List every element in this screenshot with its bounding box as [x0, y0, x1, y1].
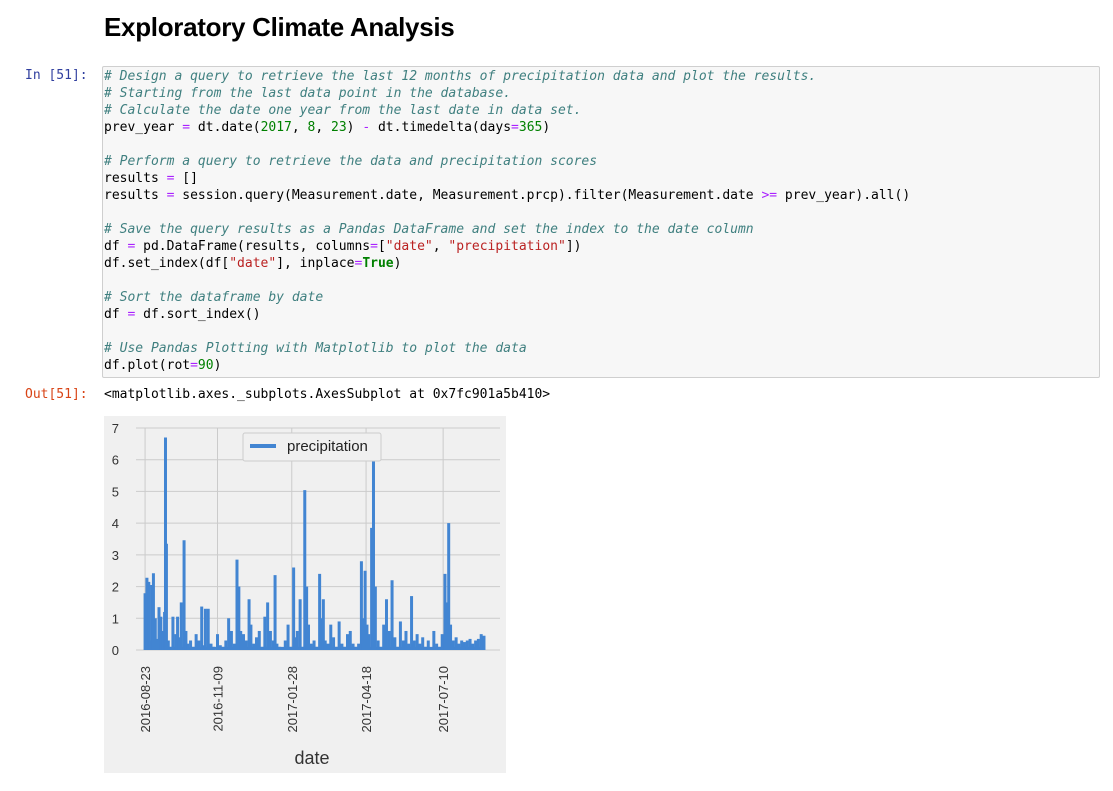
input-prompt: In [51]: [25, 68, 88, 83]
y-tick-label: 0 [112, 643, 119, 658]
code-cell-input[interactable]: # Design a query to retrieve the last 12… [102, 66, 1100, 378]
x-axis-label: date [294, 748, 329, 768]
legend-box [242, 432, 382, 462]
x-tick-label: 2017-04-18 [359, 666, 374, 733]
y-tick-label: 6 [112, 453, 119, 468]
y-tick-label: 4 [112, 516, 119, 531]
y-tick-label: 1 [112, 611, 119, 626]
y-tick-label: 5 [112, 484, 119, 499]
chart-output: 0 1 2 3 4 5 6 7 2016-08-23 2016-11-09 2017-01-28 2… [104, 416, 506, 773]
precipitation-chart: 0 1 2 3 4 5 6 7 2016-08-23 2016-11-09 2017-01-28 2… [112, 421, 500, 768]
y-tick-label: 2 [112, 580, 119, 595]
x-tick-label: 2017-07-10 [436, 666, 451, 733]
page-title: Exploratory Climate Analysis [104, 12, 455, 42]
x-tick-label: 2016-08-23 [138, 666, 153, 733]
chart-legend: precipitation [242, 432, 382, 462]
y-tick-label: 7 [112, 421, 119, 436]
legend-label: precipitation [287, 438, 368, 455]
x-tick-label: 2017-01-28 [285, 666, 300, 733]
y-tick-label: 3 [112, 548, 119, 563]
code-editor[interactable]: # Design a query to retrieve the last 12… [104, 69, 911, 373]
x-tick-label: 2016-11-09 [210, 666, 225, 732]
output-prompt: Out[51]: [25, 387, 88, 402]
output-repr-text: <matplotlib.axes._subplots.AxesSubplot a… [104, 387, 551, 402]
